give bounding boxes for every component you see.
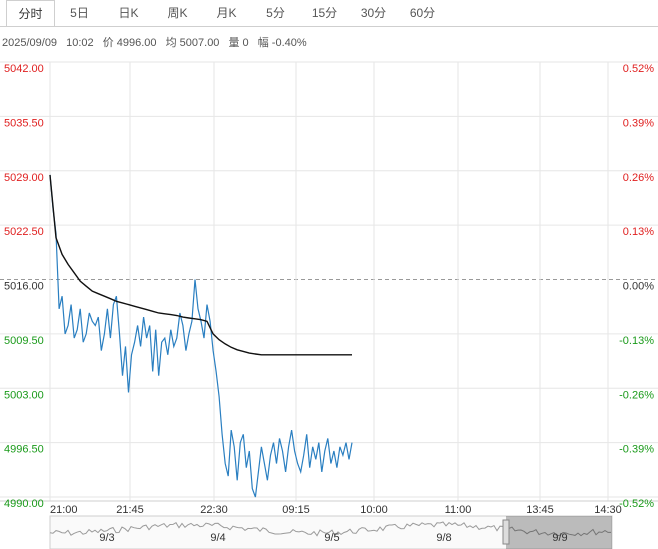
y-tick-label-left: 5009.50 xyxy=(4,335,44,347)
y-tick-label-right: 0.00% xyxy=(623,281,654,293)
x-tick-label: 21:00 xyxy=(50,504,78,516)
y-tick-label-right: 0.26% xyxy=(623,172,654,184)
y-tick-label-left: 4990.00 xyxy=(4,498,44,510)
y-tick-label-right: -0.13% xyxy=(619,335,654,347)
y-tick-label-left: 5029.00 xyxy=(4,172,44,184)
y-tick-label-right: -0.52% xyxy=(619,498,654,510)
x-tick-label: 14:30 xyxy=(594,504,622,516)
navigator-track xyxy=(49,515,613,549)
navigator-date-label: 9/3 xyxy=(99,532,114,544)
y-tick-label-right: 0.13% xyxy=(623,226,654,238)
x-tick-label: 10:00 xyxy=(360,504,388,516)
tab-daily-k[interactable]: 日K xyxy=(118,6,139,20)
navigator-window xyxy=(506,516,612,549)
chart-series xyxy=(49,174,353,498)
avg-line xyxy=(49,174,352,356)
x-tick-label: 09:15 xyxy=(282,504,310,516)
price-line xyxy=(49,174,353,498)
x-tick-label: 11:00 xyxy=(445,504,472,516)
tab-divider xyxy=(0,26,658,27)
y-tick-label-right: 0.52% xyxy=(623,63,654,75)
navigator-handle-left[interactable] xyxy=(502,519,510,545)
y-tick-label-right: -0.39% xyxy=(619,444,654,456)
y-tick-label-left: 5016.00 xyxy=(4,281,44,293)
navigator-date-label: 9/5 xyxy=(324,532,339,544)
x-tick-label: 13:45 xyxy=(526,504,554,516)
period-tabs: 分时 5日 日K 周K 月K 5分 15分 30分 60分 xyxy=(0,0,658,27)
info-date: 2025/09/09 xyxy=(2,37,58,49)
info-volume: 量 0 xyxy=(228,37,249,49)
navigator-date-label: 9/4 xyxy=(210,532,225,544)
y-tick-label-left: 5003.00 xyxy=(4,389,44,401)
y-tick-label-right: -0.26% xyxy=(619,389,654,401)
tab-60min[interactable]: 60分 xyxy=(409,6,436,20)
y-axis-labels: 5042.00 0.52% 5035.50 0.39% 5029.00 0.26% 5022… xyxy=(4,63,654,510)
navigator-date-label: 9/8 xyxy=(436,532,451,544)
tab-weekly-k[interactable]: 周K xyxy=(167,6,188,20)
navigator-date-label: 9/9 xyxy=(552,532,567,544)
info-price: 价 4996.00 xyxy=(102,37,157,49)
info-change: 幅 -0.40% xyxy=(257,37,307,49)
tab-30min[interactable]: 30分 xyxy=(360,6,387,20)
tab-intraday[interactable]: 分时 xyxy=(6,0,55,27)
info-avg: 均 5007.00 xyxy=(165,37,220,49)
x-axis-labels: 21:00 21:45 22:30 09:15 10:00 11:00 13:45 14:30 xyxy=(50,504,622,516)
time-navigator: 9/3 9/4 9/5 9/8 9/9 xyxy=(49,515,613,549)
y-tick-label-left: 4996.50 xyxy=(4,444,44,456)
x-tick-label: 22:30 xyxy=(200,504,228,516)
chart-grid xyxy=(0,61,658,502)
y-tick-label-left: 5035.50 xyxy=(4,117,44,129)
y-tick-label-left: 5022.50 xyxy=(4,226,44,238)
navigator-overview-line xyxy=(49,521,611,537)
tab-5day[interactable]: 5日 xyxy=(70,6,89,20)
y-tick-label-left: 5042.00 xyxy=(4,63,44,75)
info-time: 10:02 xyxy=(66,37,94,49)
tab-monthly-k[interactable]: 月K xyxy=(216,6,237,20)
tab-15min[interactable]: 15分 xyxy=(311,6,338,20)
x-tick-label: 21:45 xyxy=(116,504,144,516)
tab-5min[interactable]: 5分 xyxy=(266,6,285,20)
y-tick-label-right: 0.39% xyxy=(623,117,654,129)
quote-info-bar: 2025/09/09 10:02 价 4996.00 均 5007.00 量 0… xyxy=(2,34,313,50)
